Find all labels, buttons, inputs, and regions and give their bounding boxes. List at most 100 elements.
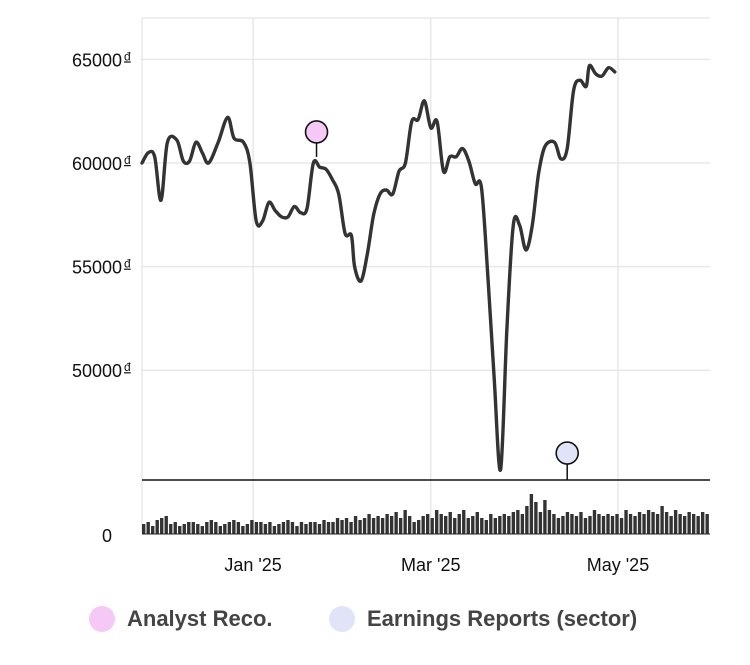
volume-bar [511, 512, 516, 534]
volume-bar [637, 512, 642, 534]
volume-bar [561, 516, 565, 534]
volume-bar [498, 516, 502, 534]
event-marker-icon[interactable] [555, 441, 580, 465]
volume-bar [453, 518, 457, 534]
volume-bar [389, 516, 394, 534]
legend: Analyst Reco. Earnings Reports (sector) [0, 606, 750, 646]
volume-bar [331, 522, 335, 534]
volume-bar [682, 516, 687, 534]
volume-bar [462, 510, 466, 534]
y-tick-unit: đ [124, 49, 131, 63]
y-tick-unit: đ [124, 257, 131, 271]
volume-bar [236, 522, 241, 534]
volume-bar [655, 514, 660, 534]
volume-bar [398, 518, 403, 534]
volume-bar [200, 526, 204, 534]
volume-bar [421, 516, 425, 534]
volume-bar [241, 526, 245, 534]
volume-bar [457, 514, 461, 534]
volume-bar [250, 520, 254, 534]
volume-bar [155, 520, 159, 534]
volume-bar [178, 526, 182, 534]
y-tick-label: 55000 [72, 258, 122, 278]
volume-bar [570, 514, 574, 534]
volume-bar [543, 500, 547, 534]
volume-bar [642, 514, 646, 534]
volume-bar [299, 522, 304, 534]
event-markers [304, 120, 580, 480]
volume-bar [705, 514, 709, 534]
volume-bar [426, 514, 430, 534]
event-marker-icon[interactable] [304, 120, 329, 144]
volume-bar [335, 518, 340, 534]
volume-bar [245, 524, 250, 534]
volume-bar [673, 510, 678, 534]
volume-bar [687, 512, 691, 534]
volume-bar [597, 514, 601, 534]
analyst-reco-dot-icon [89, 606, 115, 632]
earnings-reports-dot-icon [329, 606, 355, 632]
x-tick-label: Mar '25 [401, 555, 460, 575]
volume-bar [412, 522, 416, 534]
volume-bar [290, 522, 295, 534]
volume-bar [169, 524, 173, 534]
volume-bar [187, 522, 191, 534]
volume-bar [254, 522, 259, 534]
legend-item-analyst[interactable]: Analyst Reco. [89, 606, 273, 632]
volume-bar [317, 524, 322, 534]
volume-bar [344, 518, 349, 534]
volume-bar [227, 522, 232, 534]
volume-bar [353, 516, 358, 534]
volume-bar [223, 524, 227, 534]
y-tick-label: 50000 [72, 361, 122, 381]
volume-bar [272, 526, 277, 534]
volume-bar [624, 510, 628, 534]
legend-item-earnings[interactable]: Earnings Reports (sector) [329, 606, 637, 632]
volume-bar [444, 516, 448, 534]
volume-bar [678, 514, 682, 534]
x-axis-labels: Jan '25 Mar '25 May '25 [224, 555, 649, 575]
volume-bar [471, 516, 475, 534]
volume-bar [286, 520, 290, 534]
volume-bar [259, 522, 263, 534]
volume-bar [407, 516, 412, 534]
volume-bar [394, 512, 398, 534]
volume-bar [480, 518, 484, 534]
volume-bar [164, 516, 168, 534]
volume-bar [660, 506, 664, 534]
volume-bar [484, 520, 488, 534]
volume-bar [142, 524, 146, 534]
grid-lines [141, 17, 710, 534]
volume-bar [209, 520, 213, 534]
volume-bar [435, 510, 439, 534]
volume-bar [214, 522, 218, 534]
x-tick-label: May '25 [587, 555, 649, 575]
volume-bar [182, 524, 186, 534]
legend-label: Analyst Reco. [127, 606, 273, 631]
volume-bar [565, 512, 570, 534]
volume-bar [308, 522, 313, 534]
volume-bar [304, 524, 308, 534]
volume-bar [592, 510, 597, 534]
volume-bar [664, 512, 669, 534]
volume-bar [263, 524, 268, 534]
volume-bar [615, 514, 619, 534]
volume-bar [448, 512, 452, 534]
volume-bar [313, 522, 317, 534]
volume-bar [525, 506, 529, 534]
volume-bar [349, 522, 353, 534]
volume-bar [489, 514, 493, 534]
volume-bar [281, 522, 286, 534]
volume-bar [439, 514, 443, 534]
volume-bar [529, 494, 534, 534]
volume-bar [232, 520, 236, 534]
volume-bar [579, 512, 583, 534]
volume-bar [371, 518, 376, 534]
volume-bar [574, 516, 579, 534]
volume-bar [218, 526, 223, 534]
volume-zero-label: 0 [102, 526, 112, 546]
volume-bar [367, 514, 371, 534]
volume-bar [268, 522, 272, 534]
volume-bar [191, 522, 195, 534]
